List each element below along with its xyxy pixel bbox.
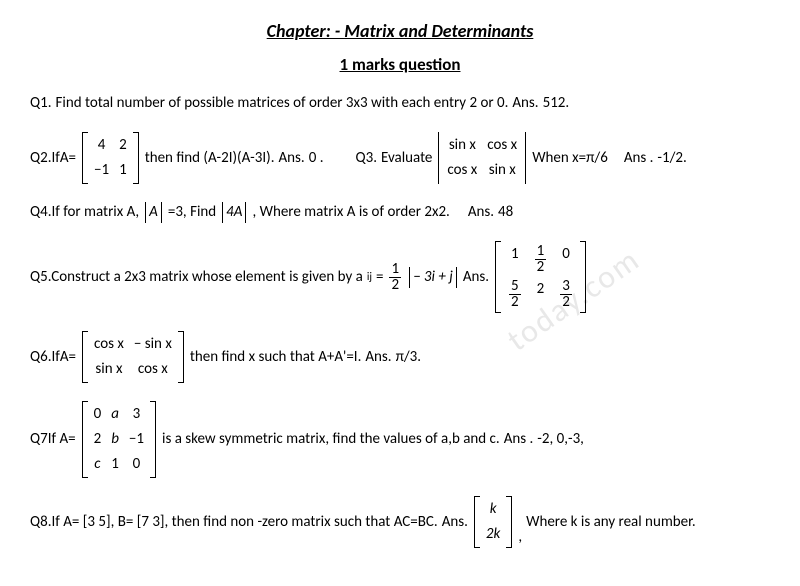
q6-ans: π/3. xyxy=(396,347,421,368)
q6-m12: − sin x xyxy=(134,334,172,355)
question-4: Q4.If for matrix A, A =3, Find 4A , Wher… xyxy=(30,202,770,223)
q3-d22: sin x xyxy=(487,160,517,181)
q2-m11: 4 xyxy=(94,135,109,156)
q3-text1: Evaluate xyxy=(381,148,432,169)
q4-eq: =3, Find xyxy=(168,202,216,223)
question-6: Q6.IfA= cos x − sin x sin x cos x then f… xyxy=(30,331,770,383)
q1-ans-label: Ans. xyxy=(512,93,538,114)
q7-text: is a skew symmetric matrix, find the val… xyxy=(162,429,500,450)
q2-ans: 0 . xyxy=(309,148,324,169)
q2-label: Q2.IfA= xyxy=(30,148,76,169)
q5-frac-den: 2 xyxy=(389,278,401,293)
section-title: 1 marks question xyxy=(30,54,770,75)
q8-ans-label: Ans. xyxy=(442,512,468,533)
question-8: Q8.If A= [3 5], B= [7 3], then find non … xyxy=(30,496,770,548)
q5-matrix: 1 12 0 52 2 32 xyxy=(495,241,586,313)
q4-ans-label: Ans. xyxy=(468,202,494,223)
q5-sub: ij xyxy=(367,269,372,284)
q7-label: Q7If A= xyxy=(30,429,76,450)
q1-label: Q1. xyxy=(30,93,51,114)
q5-m21: 52 xyxy=(509,279,521,310)
q1-ans: 512. xyxy=(543,93,570,114)
q8-m1: k xyxy=(486,499,500,520)
q4-abs-a: A xyxy=(145,202,162,223)
q7-m13: 3 xyxy=(129,404,144,425)
q8-m2: 2k xyxy=(486,524,500,545)
q5-m11: 1 xyxy=(507,244,523,275)
q7-m31: c xyxy=(94,454,102,475)
q3-det: sin x cos x cos x sin x xyxy=(438,132,526,184)
q2-matrix: 4 2 −1 1 xyxy=(82,132,139,184)
q6-m11: cos x xyxy=(94,334,124,355)
q2-text: then find (A-2I)(A-3I). xyxy=(145,148,275,169)
q8-comma: , xyxy=(518,527,522,548)
q5-m12: 12 xyxy=(535,244,547,275)
q5-frac-half: 1 2 xyxy=(389,262,401,293)
q5-m23: 32 xyxy=(560,279,572,310)
q4-text: , Where matrix A is of order 2x2. xyxy=(252,202,449,223)
q5-eq: = xyxy=(376,267,383,288)
q3-text2: When x=π/6 xyxy=(532,148,608,169)
q3-ans: -1/2. xyxy=(657,148,686,169)
q6-matrix: cos x − sin x sin x cos x xyxy=(82,331,184,383)
q8-matrix: k 2k xyxy=(474,496,512,548)
q4-ans: 48 xyxy=(498,202,513,223)
q7-m11: 0 xyxy=(94,404,102,425)
q1-text: Find total number of possible matrices o… xyxy=(55,93,508,114)
q7-ans: -2, 0,-3, xyxy=(537,429,584,450)
question-2-3: Q2.IfA= 4 2 −1 1 then find (A-2I)(A-3I).… xyxy=(30,132,770,184)
q6-text: then find x such that A+A'=I. xyxy=(190,347,362,368)
q7-ans-label: Ans . xyxy=(504,429,534,450)
q5-ans-label: Ans. xyxy=(463,267,489,288)
q4-abs-4a: 4A xyxy=(222,202,246,223)
q2-m21: −1 xyxy=(94,160,109,181)
q3-ans-label: Ans . xyxy=(624,148,654,169)
q8-label: Q8.If A= [3 5], B= [7 3], then find non … xyxy=(30,512,438,533)
q7-m33: 0 xyxy=(129,454,144,475)
q6-m22: cos x xyxy=(134,359,172,380)
q7-matrix: 0 a 3 2 b −1 c 1 0 xyxy=(82,401,156,478)
q5-m13: 0 xyxy=(558,244,574,275)
q5-label: Q5.Construct a 2x3 matrix whose element … xyxy=(30,267,363,288)
question-7: Q7If A= 0 a 3 2 b −1 c 1 0 is a skew sym… xyxy=(30,401,770,478)
question-1: Q1. Find total number of possible matric… xyxy=(30,93,770,114)
q7-m21: 2 xyxy=(94,429,102,450)
q6-label: Q6.IfA= xyxy=(30,347,76,368)
q3-d21: cos x xyxy=(447,160,477,181)
q7-m32: 1 xyxy=(111,454,119,475)
chapter-title: Chapter: - Matrix and Determinants xyxy=(30,20,770,42)
q7-m22: b xyxy=(111,429,119,450)
q3-d12: cos x xyxy=(487,135,517,156)
q4-label: Q4.If for matrix A, xyxy=(30,202,139,223)
q5-abs: − 3i + j xyxy=(409,267,457,288)
q7-m12: a xyxy=(111,404,119,425)
q6-m21: sin x xyxy=(94,359,124,380)
q2-ans-label: Ans. xyxy=(279,148,305,169)
q3-d11: sin x xyxy=(447,135,477,156)
q2-m22: 1 xyxy=(119,160,127,181)
question-5: Q5.Construct a 2x3 matrix whose element … xyxy=(30,241,770,313)
q6-ans-label: Ans. xyxy=(365,347,391,368)
q5-m22: 2 xyxy=(533,279,549,310)
q2-m12: 2 xyxy=(119,135,127,156)
q3-label: Q3. xyxy=(356,148,377,169)
q7-m23: −1 xyxy=(129,429,144,450)
q8-tail: Where k is any real number. xyxy=(526,512,696,533)
